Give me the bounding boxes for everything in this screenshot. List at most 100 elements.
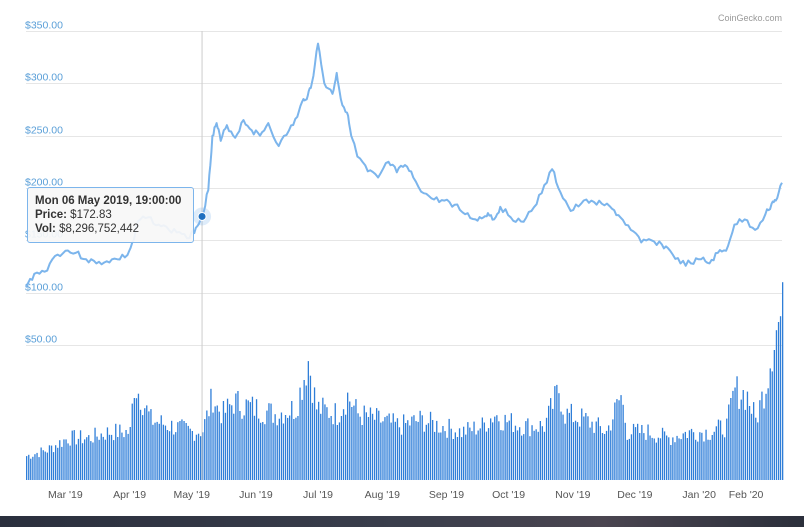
volume-bar (357, 413, 359, 480)
volume-bar (291, 401, 293, 480)
footer-band (0, 516, 804, 527)
volume-bar (746, 391, 749, 480)
x-tick-label: Apr '19 (113, 489, 146, 501)
volume-bar (274, 414, 276, 480)
volume-bar (106, 427, 109, 480)
volume-bar (135, 398, 138, 480)
volume-bar (168, 431, 171, 480)
volume-bar (705, 429, 707, 480)
volume-bar (280, 412, 283, 480)
volume-bars (26, 282, 784, 480)
volume-bar (150, 409, 152, 480)
volume-bar (726, 418, 728, 480)
volume-bar (336, 425, 338, 480)
volume-bar (429, 411, 432, 480)
volume-bar (237, 391, 239, 480)
volume-bar (328, 417, 330, 480)
volume-bar (740, 399, 742, 480)
volume-bar (432, 420, 434, 480)
credits-label[interactable]: CoinGecko.com (718, 13, 782, 23)
volume-bar (554, 386, 556, 480)
volume-bar (446, 437, 448, 480)
volume-bar (527, 418, 529, 480)
volume-bar (117, 437, 119, 480)
volume-bar (278, 418, 280, 480)
tooltip-vol-row: Vol: $8,296,752,442 (35, 222, 186, 236)
volume-bar (458, 428, 461, 480)
volume-bar (247, 400, 249, 480)
volume-bar (434, 431, 436, 480)
volume-bar (535, 429, 537, 480)
volume-bar (229, 404, 231, 480)
volume-bar (564, 423, 566, 480)
volume-bar (40, 447, 42, 480)
volume-bar (670, 445, 672, 480)
volume-bar (506, 422, 508, 480)
volume-bar (175, 432, 177, 480)
volume-bar (102, 436, 104, 480)
volume-bar (262, 422, 264, 480)
volume-bar (177, 422, 179, 480)
volume-bar (179, 421, 181, 480)
volume-bar (529, 436, 531, 480)
volume-bar (36, 452, 38, 480)
volume-bar (295, 417, 297, 480)
volume-bar (614, 402, 616, 480)
volume-bar (643, 433, 645, 480)
volume-bar (369, 407, 372, 480)
volume-bar (42, 450, 44, 480)
volume-bar (347, 392, 349, 480)
volume-bar (674, 442, 676, 480)
volume-bar (695, 439, 697, 480)
volume-bar (355, 399, 357, 480)
volume-bar (351, 407, 353, 480)
volume-bar (44, 451, 46, 480)
volume-bar (216, 405, 218, 480)
volume-bar (158, 423, 160, 480)
volume-bar (30, 458, 32, 480)
volume-bar (164, 425, 167, 480)
volume-bar (591, 421, 593, 480)
volume-bar (84, 439, 86, 480)
volume-bar (251, 396, 254, 480)
volume-bar (398, 427, 401, 480)
volume-bar (645, 439, 647, 480)
volume-bar (249, 402, 251, 480)
volume-bar (605, 430, 608, 480)
volume-bar (384, 417, 386, 480)
volume-bar (570, 403, 572, 480)
volume-bar (142, 415, 144, 480)
volume-bar (81, 443, 84, 480)
volume-bar (661, 427, 664, 480)
volume-bar (531, 425, 533, 480)
price-line[interactable] (25, 42, 783, 288)
volume-bar (655, 442, 657, 480)
volume-bar (767, 388, 769, 480)
volume-bar (214, 406, 216, 480)
volume-bar (481, 417, 483, 480)
volume-bar (581, 408, 583, 480)
volume-bar (311, 402, 314, 480)
volume-bar (268, 403, 270, 480)
volume-bar (477, 430, 479, 480)
volume-bar (612, 419, 614, 480)
volume-bar (146, 405, 148, 480)
volume-bar (653, 438, 655, 480)
volume-bar (539, 421, 541, 480)
volume-bar (243, 415, 245, 480)
volume-bar (342, 409, 345, 480)
volume-bar (599, 426, 601, 480)
volume-bar (678, 438, 680, 480)
volume-bar (419, 410, 421, 480)
hover-marker[interactable] (197, 211, 207, 221)
volume-bar (287, 417, 289, 480)
volume-bar (651, 437, 653, 480)
volume-bar (195, 434, 198, 480)
volume-bar (148, 411, 150, 480)
volume-bar (763, 408, 765, 480)
volume-bar (297, 416, 299, 480)
volume-bar (690, 428, 693, 480)
volume-bar (235, 393, 237, 480)
volume-bar (197, 433, 200, 480)
